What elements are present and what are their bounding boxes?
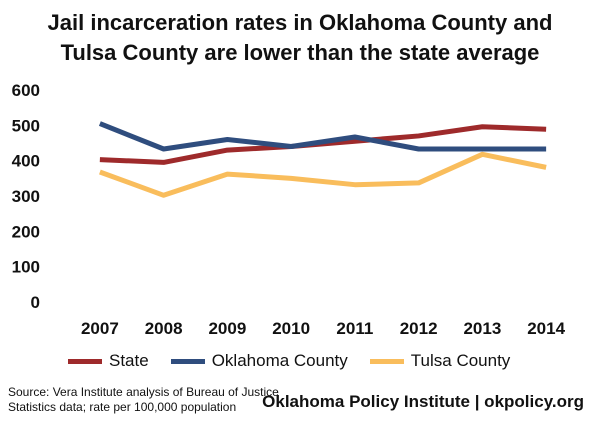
series-line-oklahoma-county (98, 121, 547, 152)
legend-label-tulsa-county: Tulsa County (410, 351, 511, 370)
legend-item-state: State (68, 351, 149, 371)
legend-label-state: State (109, 351, 149, 370)
chart-title: Jail incarceration rates in Oklahoma Cou… (0, 8, 600, 68)
series-line-tulsa-county (99, 151, 547, 198)
chart-title-line-1: Jail incarceration rates in Oklahoma Cou… (47, 10, 553, 35)
y-tick-label: 600 (12, 81, 40, 100)
source-line-1: Source: Vera Institute analysis of Burea… (8, 385, 279, 399)
legend-item-oklahoma-county: Oklahoma County (170, 351, 348, 371)
x-tick-label: 2009 (208, 319, 246, 338)
x-tick-label: 2011 (336, 319, 373, 338)
legend: State Oklahoma County Tulsa County (68, 351, 532, 371)
x-tick-label: 2008 (145, 319, 183, 338)
chart-title-line-2: Tulsa County are lower than the state av… (60, 40, 540, 65)
x-tick-label: 2012 (400, 319, 438, 338)
y-tick-label: 400 (12, 152, 40, 171)
legend-swatch-oklahoma-county (170, 358, 205, 364)
x-tick-label: 2007 (81, 319, 119, 338)
legend-label-oklahoma-county: Oklahoma County (211, 351, 348, 370)
legend-swatch-tulsa-county (369, 358, 404, 364)
y-tick-label: 500 (12, 116, 40, 135)
y-tick-label: 100 (12, 258, 40, 277)
legend-swatch-state (68, 358, 102, 364)
credit-text: Oklahoma Policy Institute | okpolicy.org (262, 392, 584, 411)
y-tick-label: 200 (12, 222, 40, 241)
source-line-2: Statistics data; rate per 100,000 popula… (8, 400, 237, 414)
series-layer (98, 121, 547, 198)
x-tick-label: 2014 (527, 319, 565, 338)
y-tick-label: 0 (31, 293, 40, 312)
y-tick-label: 300 (12, 187, 40, 206)
x-axis: 2007 2008 2009 2010 2011 2012 2013 2014 (81, 319, 566, 338)
source-note: Source: Vera Institute analysis of Burea… (8, 385, 308, 415)
x-tick-label: 2013 (463, 319, 501, 338)
y-axis: 0 100 200 300 400 500 600 (12, 81, 40, 312)
legend-item-tulsa-county: Tulsa County (369, 351, 511, 371)
x-tick-label: 2010 (272, 319, 310, 338)
